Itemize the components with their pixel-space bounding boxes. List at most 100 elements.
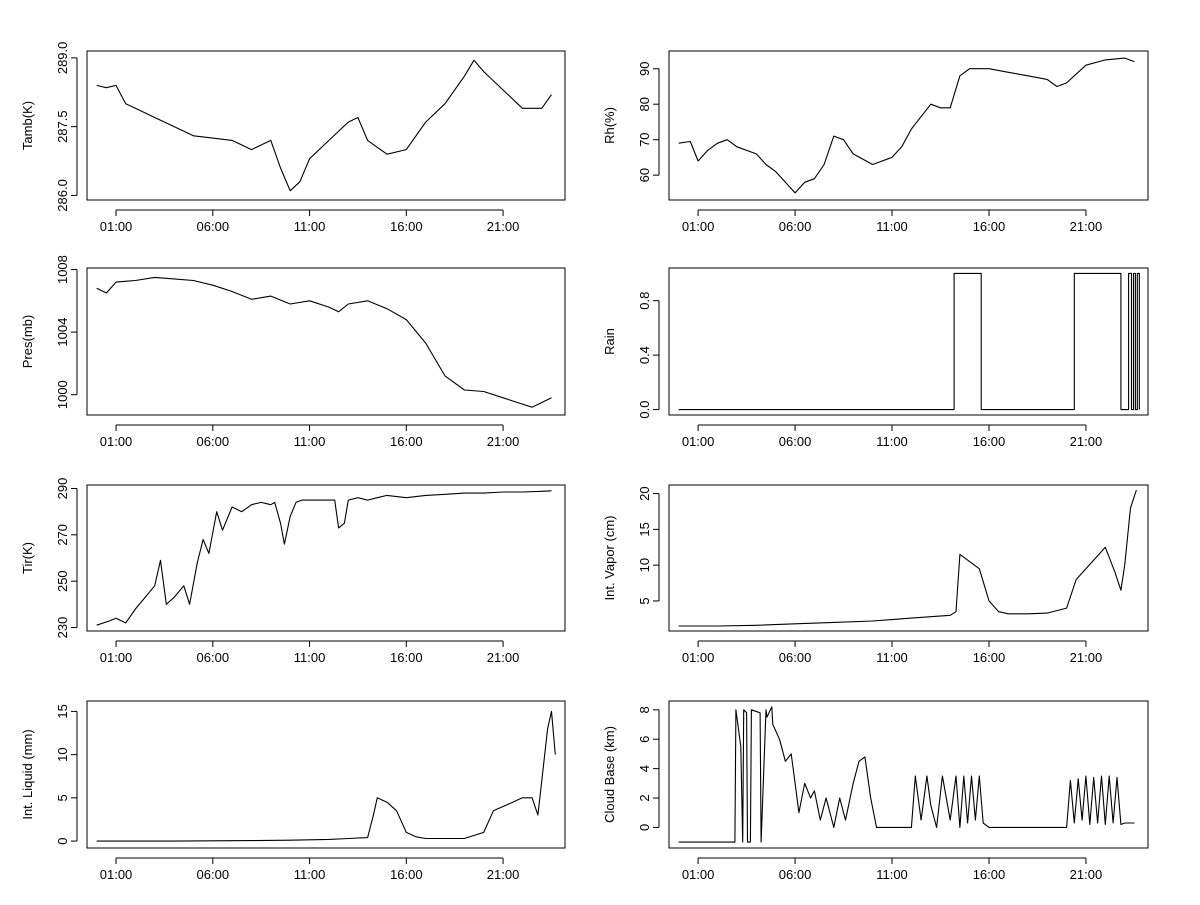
- plot-frame: [668, 484, 1149, 632]
- x-tick-label: 21:00: [1070, 434, 1103, 449]
- y-tick-label: 250: [55, 570, 70, 592]
- plot-frame: [86, 484, 566, 632]
- series-line-int-liquid: [96, 710, 556, 842]
- x-tick-label: 21:00: [1070, 219, 1103, 234]
- x-tick-label: 01:00: [682, 434, 715, 449]
- y-axis-label: Tamb(K): [20, 101, 35, 150]
- y-tick-label: 60: [637, 168, 652, 182]
- y-tick-label: 5: [55, 794, 70, 801]
- x-tick-label: 21:00: [1070, 867, 1103, 882]
- y-tick-label: 10: [55, 747, 70, 761]
- plot-frame: [86, 50, 566, 201]
- panel-2: 01:00 06:00 11:00 16:00 21:00 60 70 80 90 Rh(%): [602, 50, 1149, 234]
- x-tick-label: 11:00: [294, 650, 326, 665]
- y-tick-label: 1000: [55, 380, 70, 409]
- x-tick-label: 21:00: [487, 867, 520, 882]
- series-line-tamb: [96, 59, 552, 192]
- x-tick-label: 06:00: [779, 867, 812, 882]
- y-axis-label: Int. Liquid (mm): [20, 729, 35, 819]
- y-tick-label: 0.4: [637, 346, 652, 364]
- y-tick-label: 4: [637, 765, 652, 772]
- x-tick-label: 11:00: [876, 434, 908, 449]
- x-tick-label: 21:00: [487, 434, 520, 449]
- plot-frame: [668, 267, 1149, 416]
- y-tick-label: 8: [637, 706, 652, 713]
- y-axis-label: Int. Vapor (cm): [602, 515, 617, 600]
- x-tick-label: 21:00: [487, 219, 520, 234]
- series-line-rh: [678, 57, 1135, 194]
- x-tick-label: 06:00: [779, 650, 812, 665]
- x-tick-label: 06:00: [197, 650, 230, 665]
- x-tick-label: 06:00: [197, 867, 230, 882]
- series-line-int-vapor: [678, 489, 1137, 627]
- y-tick-label: 286.0: [55, 179, 70, 212]
- y-tick-label: 289.0: [55, 42, 70, 75]
- x-tick-label: 16:00: [973, 867, 1006, 882]
- y-tick-label: 10: [637, 558, 652, 572]
- y-tick-label: 0.8: [637, 292, 652, 310]
- series-line-rain: [678, 272, 1140, 411]
- y-tick-label: 0.0: [637, 401, 652, 419]
- panel-5: 01:00 06:00 11:00 16:00 21:00 230 250 270 290 Tir…: [20, 478, 566, 665]
- x-tick-label: 21:00: [1070, 650, 1103, 665]
- series-line-cloud-base: [678, 706, 1135, 843]
- panel-4: 01:00 06:00 11:00 16:00 21:00 0.0 0.4 0.8 Rain: [602, 267, 1149, 449]
- y-tick-label: 0: [637, 824, 652, 831]
- x-tick-label: 11:00: [294, 867, 326, 882]
- x-tick-label: 16:00: [390, 219, 423, 234]
- x-tick-label: 01:00: [100, 650, 133, 665]
- y-tick-label: 1004: [55, 318, 70, 347]
- y-tick-label: 6: [637, 736, 652, 743]
- y-tick-label: 20: [637, 486, 652, 500]
- x-tick-label: 21:00: [487, 650, 520, 665]
- plot-frame: [86, 700, 566, 849]
- x-tick-label: 06:00: [197, 219, 230, 234]
- y-tick-label: 230: [55, 617, 70, 639]
- x-tick-label: 01:00: [682, 867, 715, 882]
- panel-1: 01:00 06:00 11:00 16:00 21:00 286.0 287.5 289.0…: [20, 42, 566, 234]
- y-axis-label: Tir(K): [20, 542, 35, 574]
- y-tick-label: 15: [55, 704, 70, 718]
- series-line-tir: [96, 490, 552, 626]
- x-tick-label: 11:00: [294, 434, 326, 449]
- y-tick-label: 90: [637, 62, 652, 76]
- y-axis-label: Cloud Base (km): [602, 726, 617, 823]
- x-tick-label: 06:00: [779, 219, 812, 234]
- y-tick-label: 270: [55, 524, 70, 546]
- x-tick-label: 16:00: [390, 650, 423, 665]
- x-tick-label: 11:00: [876, 650, 908, 665]
- panel-3: 01:00 06:00 11:00 16:00 21:00 1000 1004 1008 Pre…: [20, 255, 566, 449]
- y-tick-label: 287.5: [55, 110, 70, 143]
- x-tick-label: 16:00: [390, 867, 423, 882]
- x-tick-label: 16:00: [973, 219, 1006, 234]
- x-tick-label: 11:00: [876, 867, 908, 882]
- x-tick-label: 11:00: [876, 219, 908, 234]
- x-tick-label: 06:00: [779, 434, 812, 449]
- y-tick-label: 0: [55, 837, 70, 844]
- y-tick-label: 5: [637, 597, 652, 604]
- plot-frame: [668, 700, 1149, 849]
- panel-7: 01:00 06:00 11:00 16:00 21:00 0 5 10 15 Int. Liqu…: [20, 700, 566, 882]
- x-tick-label: 01:00: [682, 650, 715, 665]
- x-tick-label: 16:00: [390, 434, 423, 449]
- y-tick-label: 1008: [55, 255, 70, 284]
- plot-frame: [668, 50, 1149, 201]
- y-tick-label: 15: [637, 522, 652, 536]
- x-tick-label: 01:00: [100, 867, 133, 882]
- y-tick-label: 290: [55, 478, 70, 500]
- x-tick-label: 06:00: [197, 434, 230, 449]
- panel-8: 01:00 06:00 11:00 16:00 21:00 0 2 4 6 8 Cloud Base…: [602, 700, 1149, 882]
- x-tick-label: 16:00: [973, 650, 1006, 665]
- plot-frame: [86, 267, 566, 416]
- y-axis-label: Rh(%): [602, 107, 617, 144]
- y-axis-label: Pres(mb): [20, 315, 35, 368]
- panel-6: 01:00 06:00 11:00 16:00 21:00 5 10 15 20 Int. Vap…: [602, 484, 1149, 665]
- series-line-pres: [96, 276, 552, 408]
- y-axis-label: Rain: [602, 328, 617, 355]
- y-tick-label: 2: [637, 794, 652, 801]
- x-tick-label: 01:00: [100, 219, 133, 234]
- y-tick-label: 70: [637, 132, 652, 146]
- x-tick-label: 01:00: [682, 219, 715, 234]
